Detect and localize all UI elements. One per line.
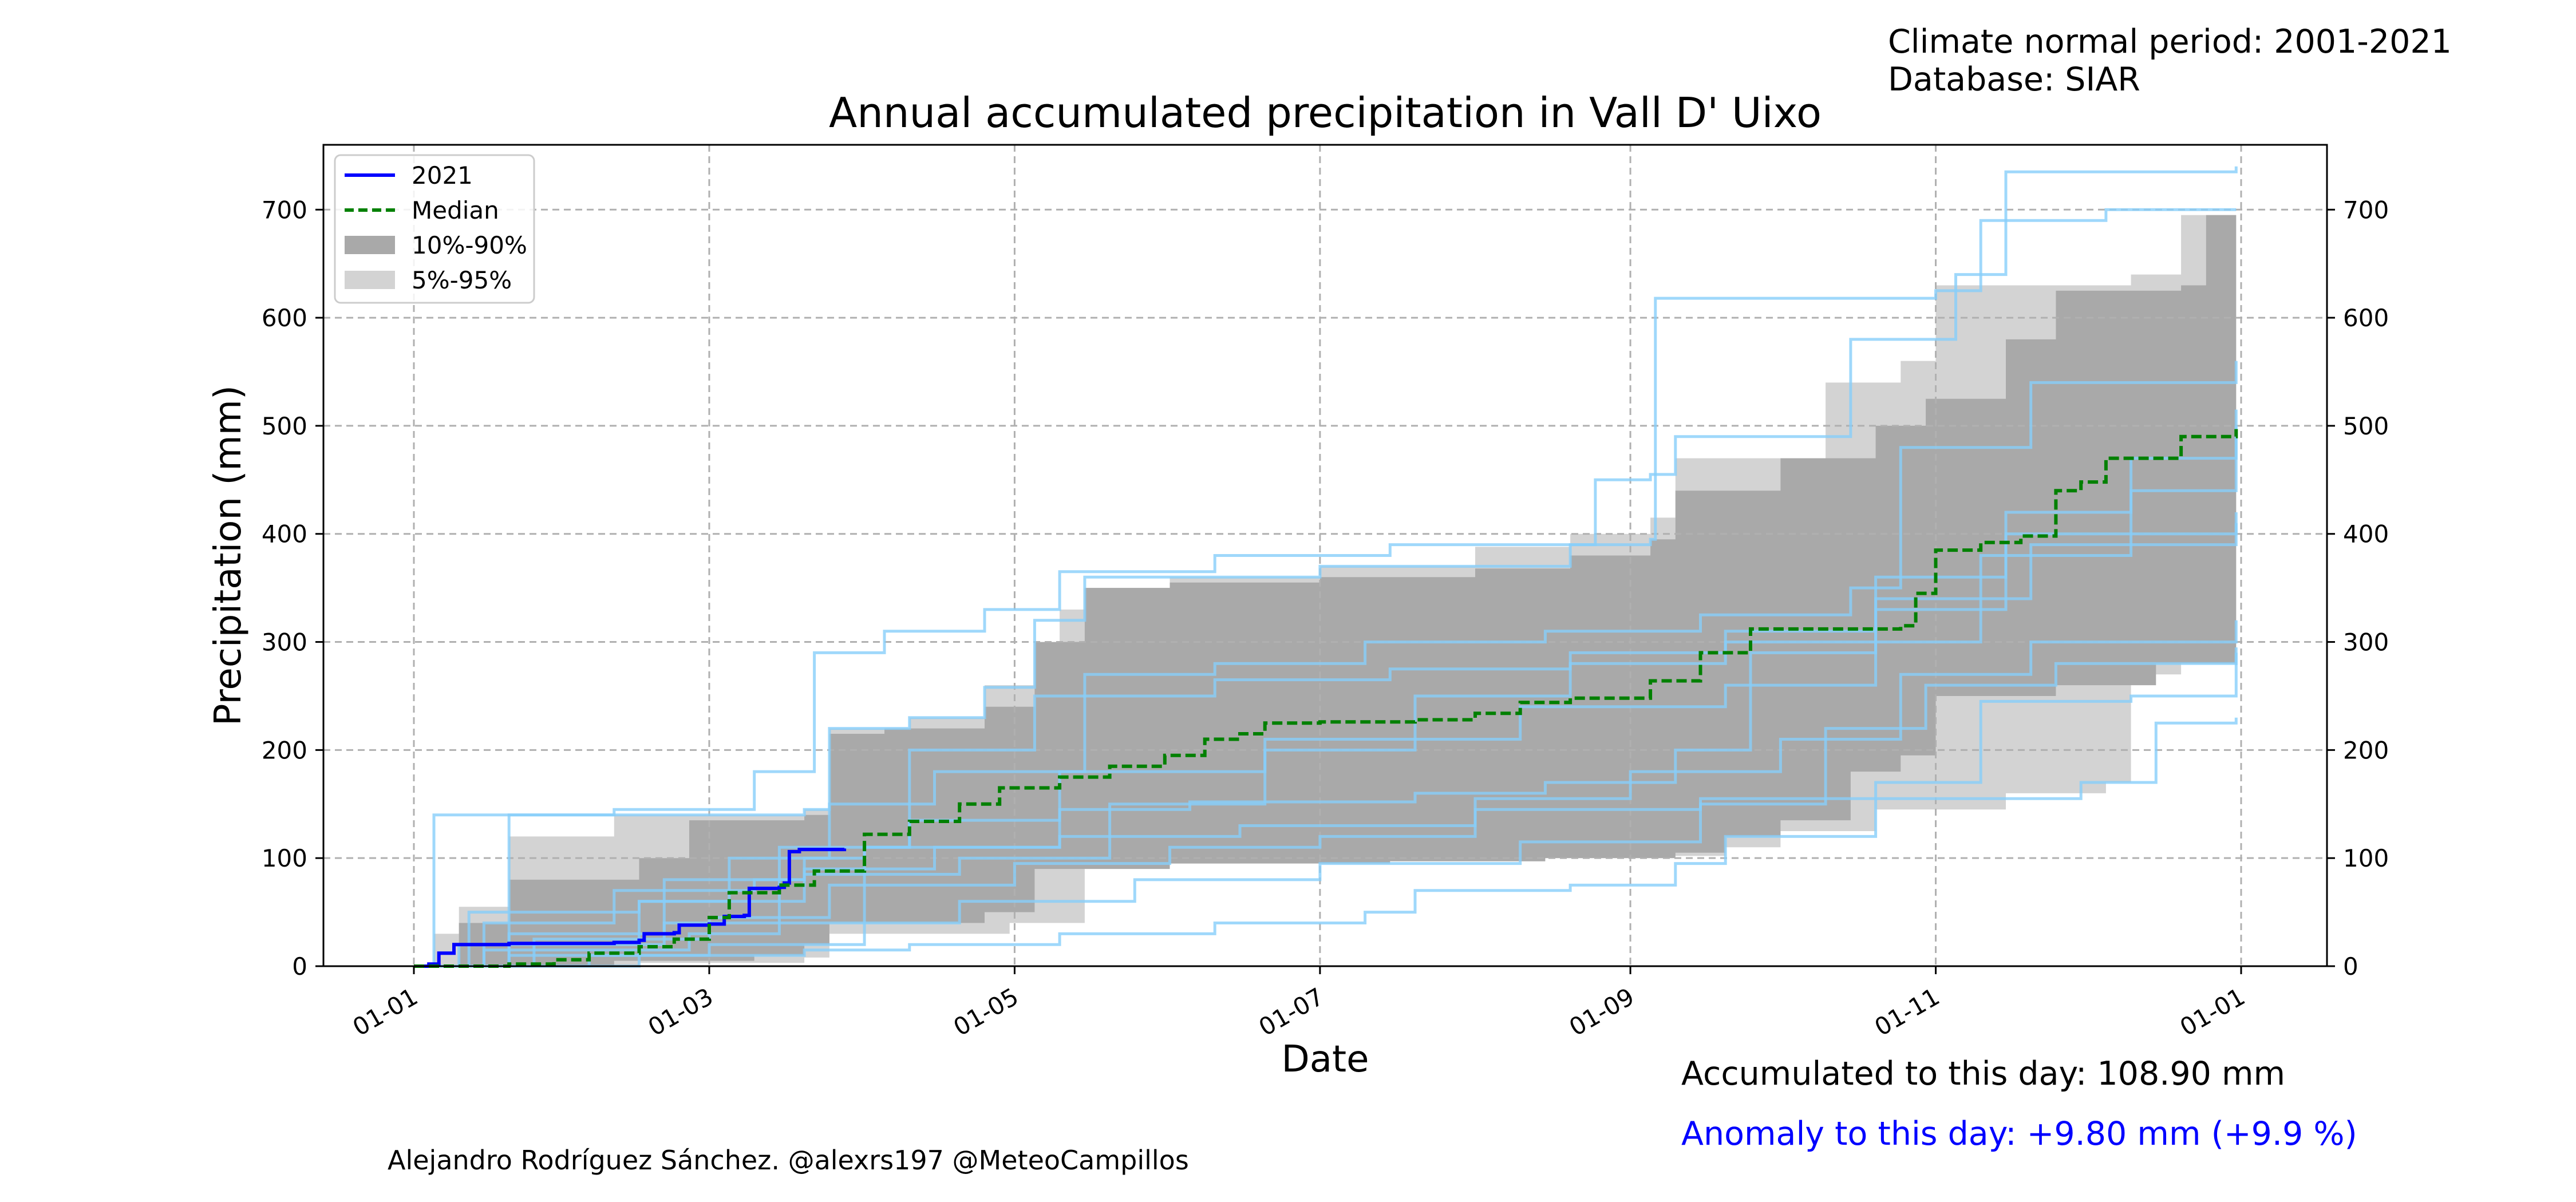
anomaly-value: Anomaly to this day: +9.80 mm (+9.9 %) (1681, 1115, 2357, 1153)
plot-frame (322, 144, 2328, 967)
legend-label: 5%-95% (412, 266, 512, 294)
chart-metadata: Climate normal period: 2001-2021 Databas… (1888, 23, 2452, 98)
y-tick-label-right: 100 (2343, 844, 2389, 872)
x-tick-label: 01-07 (1254, 982, 1329, 1041)
y-tick-label: 0 (292, 952, 307, 980)
historical-year-line (414, 409, 2238, 968)
legend-label: 10%-90% (412, 231, 527, 259)
x-tick-label: 01-01 (2175, 982, 2250, 1041)
database-label: Database: SIAR (1888, 61, 2140, 98)
legend-label: 2021 (412, 161, 473, 189)
historical-year-line (414, 717, 2238, 968)
historical-year-line (414, 653, 2238, 968)
legend-label: Median (412, 196, 499, 224)
legend: 2021 Median 10%-90% 5%-95% (334, 154, 535, 304)
x-axis-label: Date (1282, 1038, 1369, 1081)
y-tick-label-right: 700 (2343, 196, 2389, 224)
chart-title: Annual accumulated precipitation in Vall… (829, 89, 1822, 137)
historical-year-line (414, 425, 2238, 968)
y-tick-label: 500 (262, 412, 307, 440)
historical-year-line (414, 166, 2238, 968)
accumulated-total: Accumulated to this day: 108.90 mm (1681, 1055, 2286, 1093)
author-credit: Alejandro Rodríguez Sánchez. @alexrs197 … (388, 1145, 1189, 1176)
y-tick-label: 400 (262, 520, 307, 548)
band-10-90- (414, 215, 2237, 967)
x-tick-label: 01-09 (1564, 982, 1639, 1041)
historical-year-line (414, 523, 2238, 968)
historical-year-line (414, 361, 2238, 968)
y-tick-label: 100 (262, 844, 307, 872)
y-tick-label: 600 (262, 304, 307, 332)
legend-box (334, 154, 535, 304)
x-tick-label: 01-11 (1870, 982, 1944, 1041)
legend-swatch-3 (345, 271, 395, 289)
y-tick-label-right: 0 (2343, 952, 2358, 980)
y-tick-label: 200 (262, 736, 307, 764)
y-tick-label-right: 400 (2343, 520, 2389, 548)
x-tick-label: 01-03 (643, 982, 718, 1041)
x-tick-label: 01-01 (348, 982, 422, 1041)
climate-normal-period: Climate normal period: 2001-2021 (1888, 23, 2452, 61)
y-tick-label-right: 600 (2343, 304, 2389, 332)
y-tick-label-right: 300 (2343, 628, 2389, 657)
legend-swatch-2 (345, 236, 395, 254)
y-tick-label: 700 (262, 196, 307, 224)
y-tick-label-right: 500 (2343, 412, 2389, 440)
historical-year-line (414, 208, 2237, 968)
median-line (414, 429, 2238, 968)
y-axis-label: Precipitation (mm) (207, 385, 250, 726)
historical-year-line (414, 647, 2238, 968)
x-tick-label: 01-05 (949, 982, 1023, 1041)
y-tick-label: 300 (262, 628, 307, 657)
y-tick-label-right: 200 (2343, 736, 2389, 764)
